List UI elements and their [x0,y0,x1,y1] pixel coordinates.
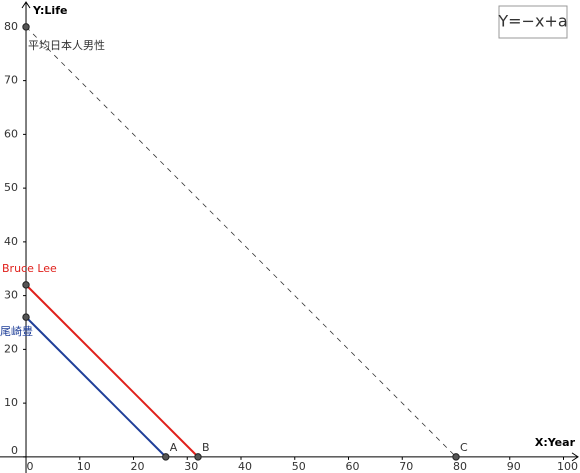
x-tick-label: 90 [507,460,521,473]
series-label: 尾崎豊 [0,324,33,338]
y-axis-arrow [21,1,31,9]
y-tick-label: 30 [4,289,18,302]
y-tick-label: 10 [4,396,18,409]
x-tick-label: 50 [292,460,306,473]
series-label: 平均日本人男性 [28,38,105,52]
x-tick-label: 80 [453,460,467,473]
x-tick-label: 40 [238,460,252,473]
x-tick-label: 20 [131,460,145,473]
series-line [25,26,457,458]
y-axis-label: Y:Life [32,4,67,17]
x-tick-label: 70 [399,460,413,473]
point [194,453,202,461]
x-tick-label: 100 [557,460,578,473]
y-tick-label: 60 [4,127,18,140]
x-axis-label: X:Year [535,436,576,449]
point-label: C [460,441,468,454]
series-label: Bruce Lee [2,262,57,275]
point [162,453,170,461]
x-tick-label: 10 [77,460,91,473]
y-tick-label: 50 [4,181,18,194]
y-tick-label: 20 [4,342,18,355]
point-label: B [202,441,210,454]
point [22,281,30,289]
point [452,453,460,461]
point [22,23,30,31]
x-axis-arrow [571,452,579,462]
point-label: A [170,441,178,454]
x-tick-label: 30 [184,460,198,473]
equation-box [498,5,568,39]
series-line [25,284,199,458]
y-tick-label: 40 [4,235,18,248]
x-tick-label: 0 [27,460,34,473]
y-tick-label: 70 [4,74,18,87]
x-tick-label: 60 [346,460,360,473]
equation: Y=−x+a [497,12,567,31]
point [22,313,30,321]
y-tick-label: 0 [11,444,18,457]
series-line [25,316,167,458]
y-tick-label: 80 [4,20,18,33]
